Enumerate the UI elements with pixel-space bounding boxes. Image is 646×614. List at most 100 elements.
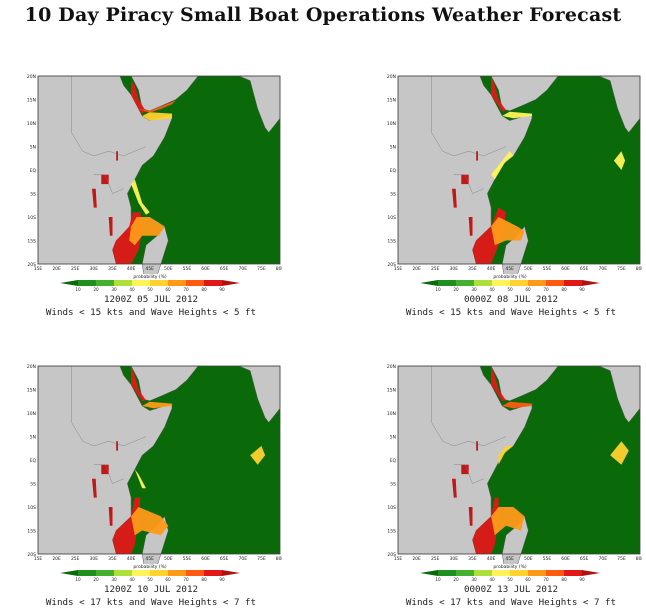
lon-tick-label: 75E [617,266,626,272]
lon-tick-label: 35E [468,266,477,272]
legend-swatch [564,280,582,286]
probability-contour [142,112,172,121]
forecast-panel: 20N 15N 10N 5N EQ 5S 10S 15S 20S 15E 20E 25E 30E 35E 4… [380,364,642,614]
probability-contour [131,366,146,402]
lat-tick-label: 10N [27,121,36,127]
legend-tick-label: 90 [219,287,225,292]
legend-swatch [582,570,600,576]
legend-tick-label: 60 [525,577,531,582]
lake [92,188,97,208]
lat-tick-label: 10S [27,215,36,221]
lon-tick-label: 60E [201,556,210,562]
legend-tick-label: 20 [453,287,459,292]
lon-tick-label: 65E [580,266,589,272]
probability-contour [491,151,514,180]
lon-tick-label: 65E [220,556,229,562]
lat-tick-label: 20N [387,74,396,80]
lat-tick-label: 10N [387,411,396,417]
arabia-landmass [490,365,559,402]
lon-tick-label: 75E [257,556,266,562]
legend-swatch [420,570,438,576]
probability-contour [131,507,169,536]
legend-swatch [60,570,78,576]
legend-tick-label: 70 [183,287,189,292]
legend-swatch [150,280,168,286]
legend-tick-label: 80 [201,577,207,582]
lon-tick-label: 25E [431,556,440,562]
legend-tick-label: 50 [507,577,513,582]
legend-swatch [60,280,78,286]
probability-contour [134,469,146,489]
lon-tick-label: 50E [524,556,533,562]
legend-swatch [168,570,186,576]
lat-tick-label: 5N [390,435,396,441]
lat-tick-label: EQ [390,458,397,464]
arabia-landmass [130,75,199,112]
lat-tick-label: 15S [387,529,396,535]
lon-tick-label: 50E [164,266,173,272]
legend-tick-label: 10 [75,287,81,292]
lon-tick-label: 45E [145,556,154,562]
probability-legend: probability (%) 10 20 30 40 50 60 70 80 90 [420,274,600,292]
lon-tick-label: 45E [145,266,154,272]
lake [116,151,118,161]
lon-tick-label: 20E [412,266,421,272]
lat-tick-label: 15S [387,239,396,245]
legend-tick-label: 80 [201,287,207,292]
lon-tick-label: 15E [34,556,43,562]
lake [108,217,113,236]
legend-swatch [96,570,114,576]
lat-tick-label: 20S [27,262,36,268]
legend-swatch [492,570,510,576]
lake [108,507,113,526]
lon-tick-label: 15E [394,556,403,562]
lat-tick-label: 15N [27,388,36,394]
lat-tick-label: 20S [387,552,396,558]
map-frame [397,75,641,265]
legend-swatch [474,280,492,286]
legend-tick-label: 20 [93,287,99,292]
legend-tick-label: 90 [219,577,225,582]
legend-tick-label: 90 [579,577,585,582]
legend-tick-label: 40 [489,577,495,582]
lon-tick-label: 60E [561,556,570,562]
legend-tick-label: 30 [111,287,117,292]
lon-tick-label: 70E [238,556,247,562]
legend-swatch [114,570,132,576]
forecast-time: 1200Z 10 JUL 2012 [103,584,199,595]
lon-tick-label: 75E [257,266,266,272]
forecast-time: 0000Z 13 JUL 2012 [463,584,559,595]
lon-tick-label: 40E [487,556,496,562]
lon-tick-label: 80E [636,266,642,272]
forecast-time: 0000Z 08 JUL 2012 [463,294,559,305]
lat-tick-label: 5S [30,482,36,488]
map-frame [37,75,281,265]
lon-tick-label: 55E [543,556,552,562]
probability-contour [491,366,506,402]
lon-tick-label: 25E [71,556,80,562]
legend-tick-label: 30 [111,577,117,582]
lake [476,441,478,451]
lon-tick-label: 80E [276,266,282,272]
lon-tick-label: 40E [127,556,136,562]
lon-tick-label: 45E [505,266,514,272]
legend-tick-label: 60 [165,287,171,292]
legend-tick-label: 70 [543,287,549,292]
lat-tick-label: 20N [27,364,36,370]
lon-tick-label: 45E [505,556,514,562]
legend-swatch [510,570,528,576]
probability-contour [142,401,172,409]
lat-tick-label: 5N [390,145,396,151]
probability-contour [129,217,165,246]
legend-tick-label: 90 [579,287,585,292]
legend-swatch [528,280,546,286]
probability-contour [491,217,525,246]
lake [468,217,473,236]
legend-swatch [186,280,204,286]
lat-tick-label: 10S [387,215,396,221]
probability-contour [502,401,532,409]
lat-tick-label: EQ [390,168,397,174]
forecast-time: 1200Z 05 JUL 2012 [103,294,199,305]
